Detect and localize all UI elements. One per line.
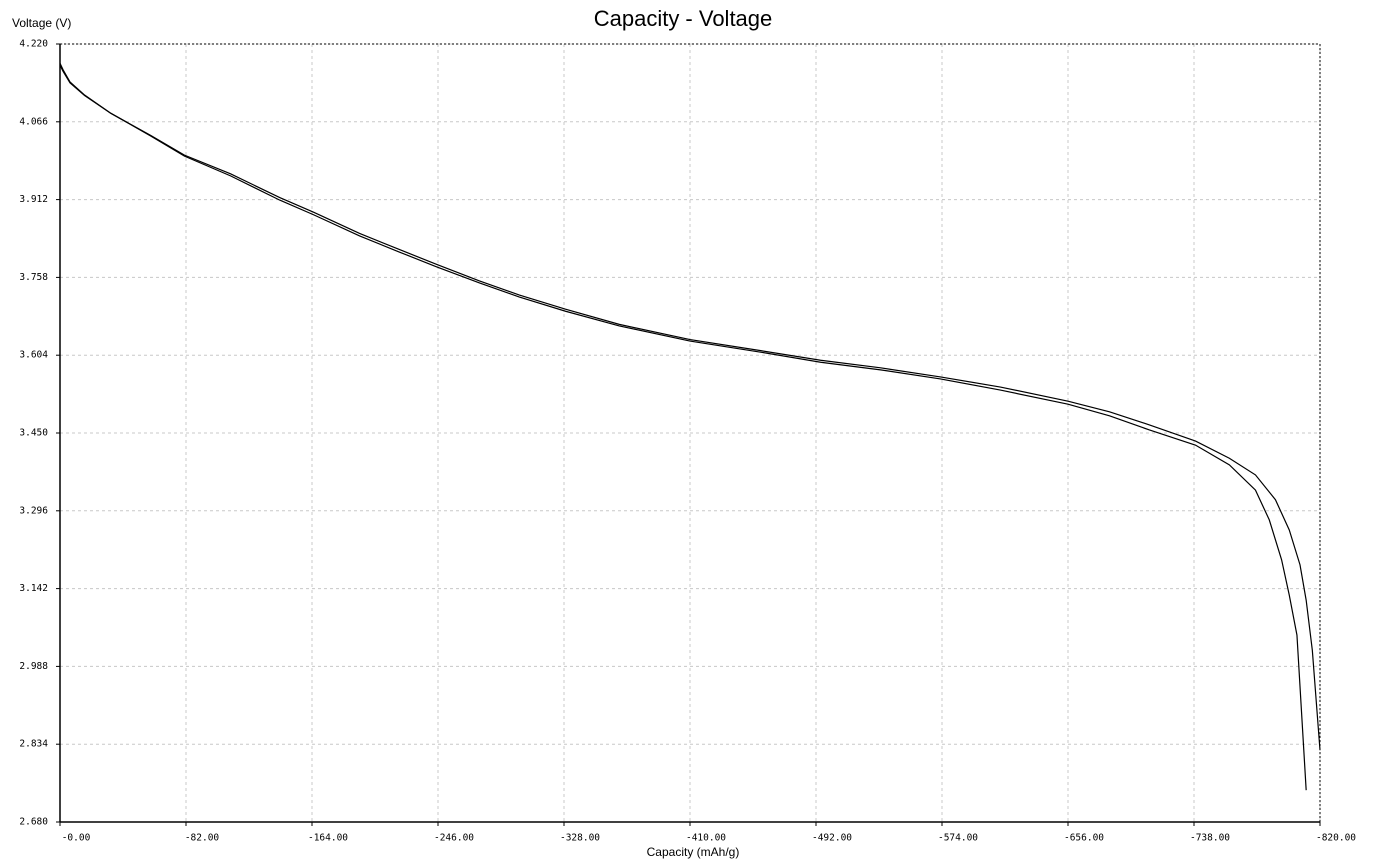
x-tick-label: -492.00 — [812, 833, 852, 844]
y-tick-label: 4.066 — [19, 116, 48, 127]
x-tick-label: -574.00 — [938, 833, 978, 844]
y-axis-label: Voltage (V) — [12, 16, 71, 30]
y-tick-label: 3.758 — [19, 272, 48, 283]
x-axis-label: Capacity (mAh/g) — [647, 845, 740, 859]
chart-title: Capacity - Voltage — [594, 6, 773, 31]
y-tick-label: 3.450 — [19, 428, 48, 439]
x-tick-label: -0.00 — [62, 833, 91, 844]
line-series — [59, 62, 1307, 791]
x-tick-label: -82.00 — [185, 833, 220, 844]
y-tick-label: 3.296 — [19, 505, 48, 516]
x-tick-label: -738.00 — [1190, 833, 1230, 844]
x-tick-label: -410.00 — [686, 833, 726, 844]
y-tick-label: 2.988 — [19, 661, 48, 672]
x-tick-label: -164.00 — [308, 833, 348, 844]
y-tick-label: 2.834 — [19, 739, 48, 750]
x-tick-label: -820.00 — [1316, 833, 1356, 844]
x-tick-label: -246.00 — [434, 833, 474, 844]
y-tick-label: 3.142 — [19, 583, 48, 594]
y-tick-label: 3.912 — [19, 194, 48, 205]
y-tick-label: 4.220 — [19, 39, 48, 50]
y-tick-label: 3.604 — [19, 350, 48, 361]
x-tick-label: -656.00 — [1064, 833, 1104, 844]
y-tick-label: 2.680 — [19, 817, 48, 828]
line-series — [59, 64, 1321, 751]
x-tick-label: -328.00 — [560, 833, 600, 844]
